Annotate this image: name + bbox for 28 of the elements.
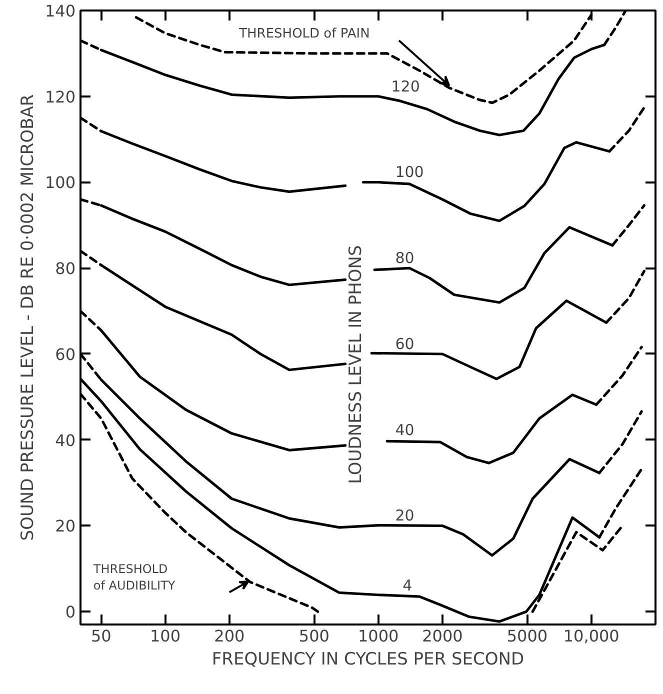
annotation: THRESHOLD of PAIN (238, 26, 370, 42)
y-tick-label: 0 (65, 602, 76, 622)
y-axis-title: SOUND PRESSURE LEVEL - DB RE 0·0002 MICROBAR (18, 94, 38, 541)
x-tick-label: 1000 (358, 626, 399, 646)
annotation: 60 (395, 334, 414, 353)
annotation: 20 (395, 506, 414, 525)
y-tick-label: 60 (55, 344, 76, 364)
y-tick-label: 40 (55, 430, 76, 450)
y-tick-label: 80 (55, 259, 76, 278)
annotation: 80 (395, 249, 414, 268)
annotation: LOUDNESS LEVEL IN PHONS (346, 245, 366, 484)
x-axis-title: FREQUENCY IN CYCLES PER SECOND (212, 650, 524, 670)
x-tick-label: 2000 (422, 626, 463, 646)
y-tick-label: 140 (44, 2, 76, 20)
x-tick-label: 100 (150, 626, 181, 646)
annotation: THRESHOLD of AUDIBILITY (92, 562, 176, 593)
annotation: 40 (395, 420, 414, 439)
x-tick-label: 50 (90, 626, 112, 646)
x-tick-label: 5000 (506, 626, 548, 646)
annotation: 100 (395, 163, 424, 182)
x-tick-label: 200 (214, 626, 245, 646)
annotation: 4 (402, 576, 412, 595)
y-tick-label: 120 (44, 87, 76, 106)
x-tick-label: 10,000 (563, 626, 620, 646)
annotation: 120 (391, 77, 420, 96)
y-tick-label: 20 (55, 516, 76, 536)
x-tick-label: 500 (298, 626, 330, 646)
y-tick-label: 100 (44, 173, 76, 192)
